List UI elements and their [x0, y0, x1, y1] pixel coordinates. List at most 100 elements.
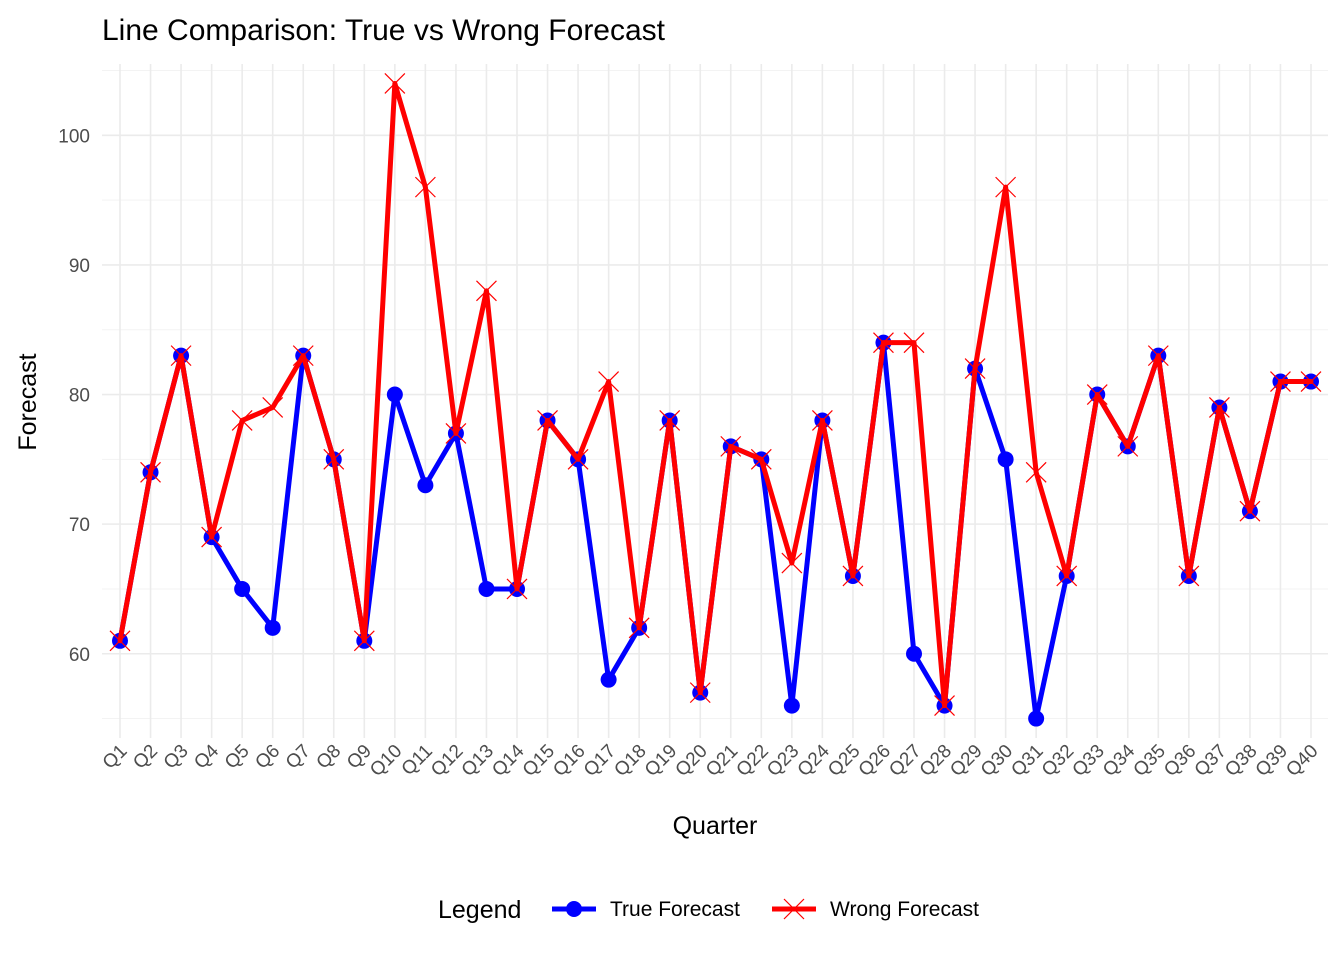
data-point — [1270, 371, 1291, 392]
series-true-forecast — [112, 334, 1319, 727]
x-tick-label: Q14 — [488, 740, 529, 781]
data-point — [476, 280, 497, 302]
y-tick-label: 60 — [69, 645, 90, 666]
data-point — [506, 578, 528, 600]
series-line — [117, 340, 1314, 722]
x-tick-label: Q24 — [794, 740, 835, 781]
data-point — [598, 371, 620, 392]
x-tick-label: Q13 — [458, 741, 498, 781]
data-point — [323, 448, 345, 470]
data-point — [750, 448, 772, 470]
x-axis-ticks: Q1Q2Q3Q4Q5Q6Q7Q8Q9Q10Q11Q12Q13Q14Q15Q16Q… — [99, 740, 1323, 781]
x-tick-label: Q31 — [1007, 741, 1047, 781]
x-tick-label: Q15 — [519, 741, 559, 781]
legend-item: Wrong Forecast — [772, 898, 979, 921]
data-point — [231, 410, 253, 431]
data-point — [628, 617, 650, 639]
x-tick-label: Q23 — [763, 741, 803, 781]
legend-items: True Forecast Wrong Forecast — [552, 898, 979, 921]
data-point — [997, 451, 1014, 468]
x-tick-label: Q26 — [855, 741, 895, 781]
data-point — [689, 682, 711, 704]
x-tick-label: Q12 — [427, 741, 467, 781]
data-point — [445, 422, 467, 444]
legend-label: True Forecast — [610, 898, 740, 921]
y-tick-label: 90 — [69, 256, 90, 277]
x-tick-label: Q37 — [1191, 741, 1231, 781]
grid-layer — [102, 64, 1328, 738]
y-tick-label: 80 — [69, 386, 90, 407]
data-point — [995, 176, 1017, 198]
x-tick-label: Q40 — [1282, 741, 1322, 781]
data-point — [262, 397, 284, 418]
data-point — [1147, 345, 1169, 367]
legend-title: Legend — [438, 896, 521, 924]
x-tick-label: Q5 — [221, 741, 254, 774]
x-tick-label: Q36 — [1160, 741, 1200, 781]
x-tick-label: Q6 — [251, 741, 284, 774]
y-tick-label: 100 — [58, 126, 90, 147]
data-point — [292, 345, 314, 367]
x-tick-label: Q29 — [946, 741, 986, 781]
x-tick-label: Q28 — [916, 741, 956, 781]
data-point — [934, 695, 955, 717]
data-point — [1300, 371, 1322, 392]
x-tick-label: Q7 — [282, 741, 315, 774]
x-tick-label: Q17 — [580, 741, 620, 781]
data-point — [384, 73, 406, 94]
x-tick-label: Q20 — [672, 741, 712, 781]
legend: Legend True Forecast Wrong Forecast — [438, 896, 979, 924]
data-point — [1208, 397, 1230, 418]
x-tick-label: Q39 — [1252, 741, 1292, 781]
data-point — [201, 526, 223, 548]
x-tick-label: Q2 — [129, 741, 162, 774]
data-point — [964, 358, 986, 380]
data-point — [264, 619, 281, 636]
data-point — [783, 697, 800, 714]
x-tick-label: Q34 — [1099, 740, 1140, 781]
data-point — [600, 671, 617, 688]
data-point — [417, 477, 434, 494]
legend-item: True Forecast — [552, 898, 740, 921]
x-tick-label: Q32 — [1038, 741, 1078, 781]
data-point — [140, 461, 161, 483]
x-tick-label: Q38 — [1221, 741, 1261, 781]
data-point — [234, 580, 251, 597]
data-point — [386, 386, 403, 403]
data-point — [109, 630, 131, 652]
data-point — [537, 410, 558, 431]
y-tick-label: 70 — [69, 515, 90, 536]
x-tick-label: Q11 — [398, 741, 437, 780]
y-axis-ticks: 60 70 80 90 100 — [58, 126, 90, 665]
x-tick-label: Q4 — [190, 740, 223, 773]
x-tick-label: Q30 — [977, 741, 1017, 781]
data-point — [720, 435, 742, 457]
data-point — [170, 345, 192, 367]
y-axis-title: Forecast — [14, 353, 42, 450]
data-point — [903, 332, 925, 354]
data-point — [873, 332, 894, 354]
x-axis-title: Quarter — [673, 812, 758, 840]
data-point — [1056, 565, 1078, 587]
x-tick-label: Q10 — [366, 741, 406, 781]
data-point — [1025, 461, 1047, 483]
x-tick-label: Q18 — [610, 741, 650, 781]
x-tick-label: Q21 — [702, 741, 742, 781]
x-tick-label: Q27 — [885, 741, 925, 781]
x-tick-label: Q16 — [549, 741, 589, 781]
series-wrong-forecast — [109, 73, 1322, 717]
series-layer — [109, 73, 1322, 727]
data-point — [842, 565, 864, 587]
legend-key-marker — [783, 898, 805, 920]
x-tick-label: Q22 — [733, 741, 773, 781]
legend-key-marker — [566, 901, 582, 917]
data-point — [478, 580, 495, 597]
x-tick-label: Q33 — [1069, 741, 1109, 781]
data-point — [1117, 435, 1139, 457]
x-tick-label: Q8 — [313, 741, 346, 774]
x-tick-label: Q35 — [1130, 741, 1170, 781]
legend-label: Wrong Forecast — [830, 898, 979, 921]
data-point — [1028, 710, 1045, 727]
